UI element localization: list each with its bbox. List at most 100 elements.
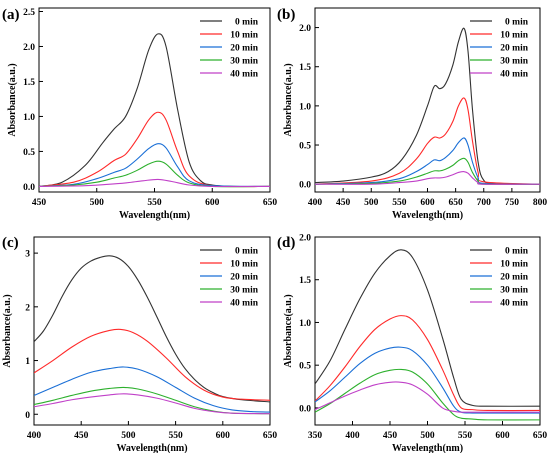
x-tick-label: 600 bbox=[216, 431, 231, 441]
x-tick-label: 650 bbox=[449, 198, 464, 208]
x-tick-label: 500 bbox=[364, 198, 379, 208]
legend-label: 10 min bbox=[500, 260, 528, 270]
legend-label: 40 min bbox=[230, 70, 258, 80]
plot-frame bbox=[33, 236, 271, 426]
y-tick-label: 2.0 bbox=[23, 43, 35, 53]
series-line-0-min bbox=[39, 33, 270, 188]
legend-label: 40 min bbox=[500, 70, 528, 80]
y-tick-label: 1.0 bbox=[23, 113, 35, 123]
x-tick-label: 400 bbox=[308, 198, 323, 208]
series-line-10-min bbox=[315, 97, 540, 185]
x-tick-label: 500 bbox=[121, 431, 136, 441]
legend-label: 0 min bbox=[235, 18, 259, 28]
series-line-40-min bbox=[39, 178, 270, 188]
x-tick-label: 450 bbox=[32, 198, 47, 208]
legend-label: 0 min bbox=[505, 18, 529, 28]
y-tick-label: 0.5 bbox=[23, 148, 35, 158]
x-tick-label: 400 bbox=[345, 431, 360, 441]
series-line-30-min bbox=[39, 160, 270, 188]
y-tick-label: 0.5 bbox=[299, 362, 311, 372]
x-tick-label: 650 bbox=[263, 431, 278, 441]
legend-label: 20 min bbox=[230, 273, 258, 283]
series-line-30-min bbox=[315, 368, 540, 421]
series-line-30-min bbox=[315, 157, 540, 185]
series-line-20-min bbox=[39, 143, 270, 187]
y-tick-label: 2.5 bbox=[23, 8, 35, 18]
y-tick-label: 1.0 bbox=[299, 102, 311, 112]
legend-label: 30 min bbox=[500, 57, 528, 67]
panel-label: (c) bbox=[2, 235, 19, 251]
panel-label: (d) bbox=[277, 235, 295, 251]
x-tick-label: 450 bbox=[383, 431, 398, 441]
legend-label: 30 min bbox=[230, 57, 258, 67]
x-tick-label: 450 bbox=[336, 198, 351, 208]
y-tick-label: 3 bbox=[25, 250, 30, 260]
legend-label: 30 min bbox=[500, 286, 528, 296]
x-tick-label: 600 bbox=[420, 198, 435, 208]
series-line-10-min bbox=[315, 315, 540, 412]
panel-label: (a) bbox=[2, 7, 20, 23]
series-line-40-min bbox=[315, 381, 540, 413]
series-line-0-min bbox=[315, 249, 540, 407]
series-line-20-min bbox=[315, 346, 540, 414]
legend-label: 0 min bbox=[505, 247, 529, 257]
x-tick-label: 600 bbox=[495, 431, 510, 441]
chart-panel-b: (b) 400 450 500 550 600 650 700 750 800 0.0 0.5 1.0 1… bbox=[277, 7, 547, 221]
y-axis-title: Absorbance(a.u.) bbox=[283, 63, 294, 136]
series-line-0-min bbox=[315, 27, 540, 185]
x-tick-label: 400 bbox=[27, 431, 42, 441]
x-tick-label: 500 bbox=[420, 431, 435, 441]
series-line-0-min bbox=[34, 255, 270, 403]
x-axis-title: Wavelength(nm) bbox=[119, 210, 190, 221]
series-line-40-min bbox=[315, 171, 540, 185]
legend-label: 10 min bbox=[230, 31, 258, 41]
y-tick-label: 0 bbox=[25, 411, 30, 421]
x-tick-label: 600 bbox=[205, 198, 220, 208]
y-tick-label: 2.0 bbox=[299, 234, 311, 244]
x-tick-label: 550 bbox=[458, 431, 473, 441]
series-line-20-min bbox=[34, 366, 270, 413]
x-tick-label: 650 bbox=[533, 431, 548, 441]
y-tick-label: 1.0 bbox=[299, 319, 311, 329]
legend-label: 30 min bbox=[230, 286, 258, 296]
x-tick-label: 550 bbox=[147, 198, 162, 208]
y-tick-label: 2.0 bbox=[299, 24, 311, 34]
y-tick-label: 1.5 bbox=[299, 63, 311, 73]
x-tick-label: 700 bbox=[477, 198, 492, 208]
x-tick-label: 500 bbox=[90, 198, 105, 208]
series-line-10-min bbox=[39, 111, 270, 188]
y-axis-title: Absorbance(a.u.) bbox=[7, 63, 18, 136]
y-tick-label: 0.0 bbox=[299, 181, 311, 191]
x-tick-label: 800 bbox=[533, 198, 548, 208]
y-tick-label: 1.5 bbox=[299, 276, 311, 286]
x-tick-label: 550 bbox=[168, 431, 183, 441]
y-tick-label: 0.0 bbox=[299, 404, 311, 414]
x-tick-label: 550 bbox=[392, 198, 407, 208]
x-axis-title: Wavelength(nm) bbox=[116, 443, 187, 453]
y-axis-title: Absorbance(a.u.) bbox=[2, 294, 13, 367]
series-line-20-min bbox=[315, 137, 540, 185]
series-line-40-min bbox=[34, 393, 270, 415]
y-tick-label: 1 bbox=[25, 357, 30, 367]
x-tick-label: 750 bbox=[505, 198, 520, 208]
x-tick-label: 450 bbox=[74, 431, 89, 441]
chart-panel-d: (d) 350 400 450 500 550 600 650 0.0 0.5 1.0 1.5 2.0 W… bbox=[277, 234, 547, 453]
legend-label: 10 min bbox=[230, 260, 258, 270]
legend-label: 20 min bbox=[500, 44, 528, 54]
y-tick-label: 0.0 bbox=[23, 183, 35, 193]
panel-label: (b) bbox=[277, 7, 295, 23]
x-axis-title: Wavelength(nm) bbox=[392, 210, 463, 221]
x-axis-title: Wavelength(nm) bbox=[392, 443, 463, 453]
chart-panel-c: (c) 400 450 500 550 600 650 0 1 2 3 Wavelength(nm) A… bbox=[2, 235, 277, 453]
y-tick-label: 1.5 bbox=[23, 78, 35, 88]
y-tick-label: 2 bbox=[25, 303, 30, 313]
legend-label: 20 min bbox=[230, 44, 258, 54]
y-axis-title: Absorbance(a.u.) bbox=[283, 294, 294, 367]
legend-label: 0 min bbox=[235, 247, 259, 257]
legend-label: 40 min bbox=[500, 299, 528, 309]
series-line-10-min bbox=[34, 328, 270, 401]
y-tick-label: 0.5 bbox=[299, 142, 311, 152]
x-tick-label: 350 bbox=[308, 431, 323, 441]
legend-label: 20 min bbox=[500, 273, 528, 283]
